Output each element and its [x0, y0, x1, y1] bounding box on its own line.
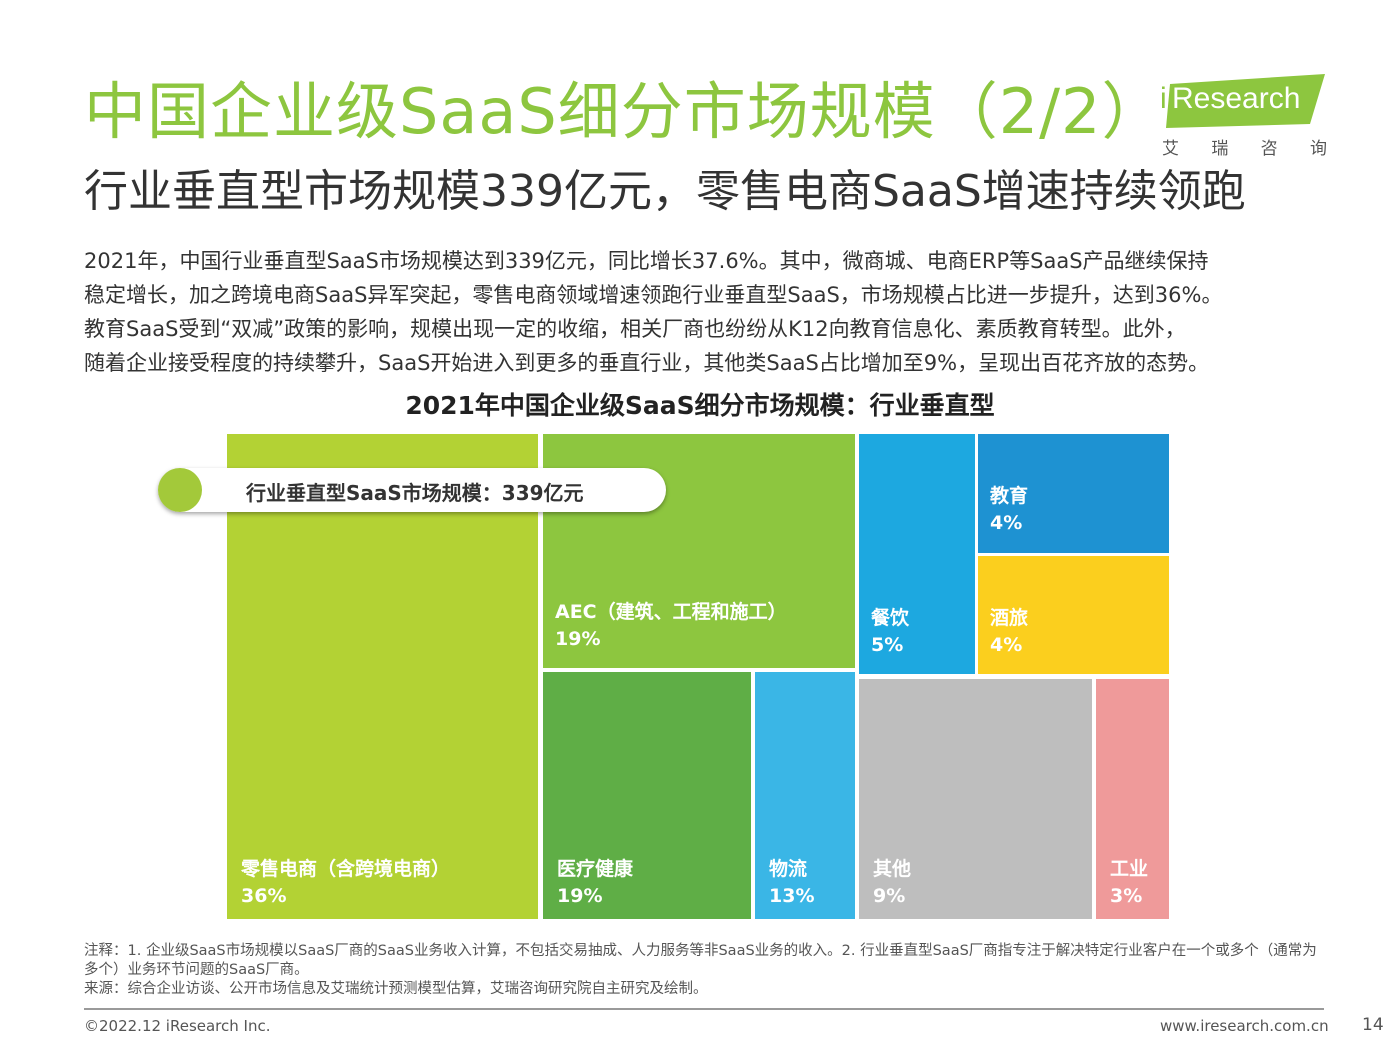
treemap-cell-value: 9% [873, 885, 905, 907]
treemap-cell-value: 5% [871, 634, 903, 656]
treemap-cell-name: 物流 [769, 857, 807, 880]
pill-dot [158, 468, 202, 512]
total-market-label: 行业垂直型SaaS市场规模：339亿元 [246, 481, 584, 505]
chart-title: 2021年中国企业级SaaS细分市场规模：行业垂直型 [405, 391, 995, 420]
footer-website: www.iresearch.com.cn [1160, 1017, 1329, 1035]
treemap-cell-name: 工业 [1110, 858, 1148, 880]
footer-divider [84, 1008, 1324, 1010]
page-number: 14 [1362, 1015, 1384, 1035]
treemap-cell [859, 679, 1092, 919]
summary-line: 教育SaaS受到“双减”政策的影响，规模出现一定的收缩，相关厂商也纷纷从K12向… [84, 317, 1186, 341]
treemap-cell [1096, 679, 1169, 919]
treemap-cell-name: 教育 [990, 484, 1028, 507]
treemap-cell-value: 3% [1110, 885, 1142, 907]
treemap-cell-name: AEC（建筑、工程和施工） [555, 600, 787, 623]
treemap-cell-value: 19% [555, 628, 600, 650]
treemap-cell-value: 4% [990, 512, 1022, 534]
summary-line: 稳定增长，加之跨境电商SaaS异军突起，零售电商领域增速领跑行业垂直型SaaS，… [84, 283, 1223, 307]
treemap-cell-value: 13% [769, 885, 814, 907]
total-market-pill: 行业垂直型SaaS市场规模：339亿元 [158, 468, 666, 512]
treemap-cell [755, 672, 855, 919]
treemap-cell-name: 零售电商（含跨境电商） [240, 857, 450, 880]
logo-cn-char: 瑞 [1211, 139, 1229, 159]
logo-brand-text: Research [1172, 82, 1301, 115]
treemap-cell [227, 434, 538, 919]
summary-paragraph: 2021年，中国行业垂直型SaaS市场规模达到339亿元，同比增长37.6%。其… [84, 244, 1320, 380]
logo-cn-char: 艾 [1162, 139, 1179, 159]
treemap-cell-value: 36% [241, 885, 286, 907]
logo-banner-shape [1166, 74, 1325, 128]
iresearch-logo: i Research 艾 瑞 咨 询 [1160, 74, 1330, 164]
treemap-cell-value: 4% [990, 634, 1022, 656]
footer-copyright: ©2022.12 iResearch Inc. [84, 1017, 271, 1035]
treemap-cell-name: 医疗健康 [557, 857, 634, 880]
chart-note: 注释：1. 企业级SaaS市场规模以SaaS厂商的SaaS业务收入计算，不包括交… [84, 943, 1317, 978]
page-subtitle: 行业垂直型市场规模339亿元，零售电商SaaS增速持续领跑 [84, 166, 1246, 217]
treemap-cell [978, 556, 1169, 674]
treemap-cell [978, 434, 1169, 553]
logo-i: i [1160, 82, 1167, 115]
treemap-cell [859, 434, 975, 674]
treemap-cell-name: 酒旅 [990, 606, 1028, 629]
treemap-cell-value: 19% [557, 885, 602, 907]
treemap-cell-name: 其他 [873, 857, 911, 880]
treemap-cell [543, 672, 751, 919]
logo-cn-char: 询 [1309, 139, 1327, 159]
chart-source: 来源：综合企业访谈、公开市场信息及艾瑞统计预测模型估算，艾瑞咨询研究院自主研究及… [84, 981, 708, 997]
summary-line: 随着企业接受程度的持续攀升，SaaS开始进入到更多的垂直行业，其他类SaaS占比… [84, 351, 1210, 375]
summary-line: 2021年，中国行业垂直型SaaS市场规模达到339亿元，同比增长37.6%。其… [84, 249, 1209, 273]
treemap-cell-name: 餐饮 [871, 606, 910, 629]
logo-cn-name: 艾 瑞 咨 询 [1162, 134, 1327, 159]
logo-cn-char: 咨 [1260, 139, 1278, 159]
page-title: 中国企业级SaaS细分市场规模（2/2） [84, 75, 1165, 148]
